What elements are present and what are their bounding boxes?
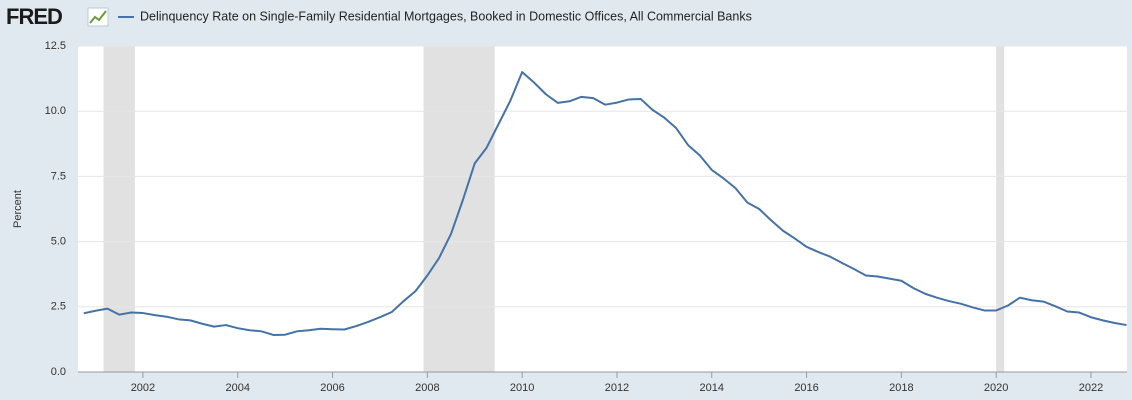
x-tick-label: 2022: [1079, 382, 1103, 394]
x-tick-label: 2002: [131, 382, 155, 394]
x-tick-label: 2004: [226, 382, 250, 394]
y-tick-label: 12.5: [45, 40, 66, 52]
x-tick-label: 2016: [794, 382, 818, 394]
y-tick-label: 10.0: [45, 105, 66, 117]
x-tick-label: 2012: [605, 382, 629, 394]
x-tick-label: 2014: [700, 382, 724, 394]
plot-area: [78, 46, 1127, 372]
x-tick-label: 2008: [415, 382, 439, 394]
y-tick-label: 5.0: [51, 236, 66, 248]
y-axis-label: Percent: [12, 190, 24, 228]
logo: FRED: [6, 4, 62, 29]
legend-label: Delinquency Rate on Single-Family Reside…: [140, 9, 752, 23]
y-tick-label: 0.0: [51, 366, 66, 378]
x-tick-label: 2018: [889, 382, 913, 394]
x-tick-label: 2010: [510, 382, 534, 394]
x-tick-label: 2006: [320, 382, 344, 394]
series-line: [83, 71, 1127, 336]
recession-band: [103, 46, 135, 372]
logo-icon: [87, 7, 109, 27]
recession-band: [996, 46, 1005, 372]
y-tick-label: 2.5: [51, 301, 66, 313]
y-tick-label: 7.5: [51, 170, 66, 182]
x-tick-label: 2020: [984, 382, 1008, 394]
